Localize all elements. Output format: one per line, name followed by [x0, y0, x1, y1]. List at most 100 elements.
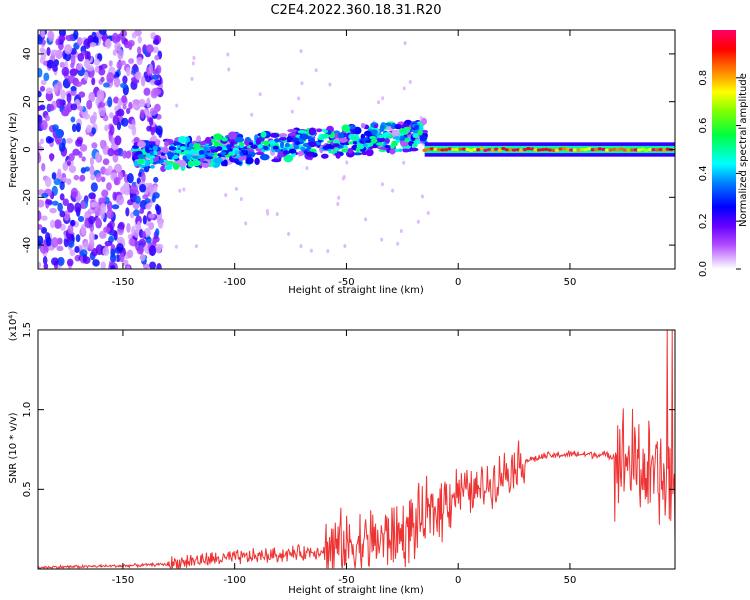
band-core-blob — [398, 132, 405, 137]
x-tick-label: 0 — [455, 575, 461, 586]
band-blob — [248, 142, 254, 146]
band-blob — [384, 144, 391, 149]
noise-blob — [70, 86, 77, 92]
noise-blob — [38, 105, 43, 112]
noise-blob — [83, 38, 91, 49]
band-blob — [302, 133, 307, 141]
band-core-blob — [356, 143, 365, 150]
y-tick-label: -40 — [22, 237, 33, 253]
noise-blob — [38, 235, 44, 246]
noise-blob — [130, 184, 138, 194]
noise-blob — [151, 74, 160, 80]
noise-blob — [74, 245, 80, 254]
faint-speck — [299, 244, 303, 249]
line-core-blob — [640, 147, 646, 151]
noise-blob — [152, 184, 158, 194]
band-core-blob — [263, 145, 269, 151]
noise-blob — [50, 49, 59, 56]
band-blob — [391, 129, 401, 138]
band-core-blob — [365, 139, 372, 143]
snr-y-axis-label: SNR (10 * v/v) — [8, 412, 19, 483]
noise-blob — [69, 249, 76, 257]
band-core-blob — [404, 137, 410, 143]
noise-blob — [80, 167, 86, 174]
noise-blob — [75, 122, 81, 133]
noise-blob — [98, 105, 106, 117]
faint-speck — [402, 160, 406, 165]
noise-blob — [132, 63, 138, 72]
line-core-blob — [433, 147, 438, 151]
band-core-blob — [145, 146, 150, 153]
line-core-blob — [654, 148, 660, 152]
noise-blob — [112, 49, 117, 56]
noise-blob — [111, 204, 120, 210]
band-core-blob — [192, 155, 200, 160]
faint-speck — [178, 188, 182, 193]
faint-speck — [175, 103, 179, 108]
line-core-blob — [572, 148, 578, 152]
line-core-blob — [622, 148, 628, 152]
band-blob — [254, 157, 260, 166]
noise-blob — [82, 256, 91, 264]
line-core-blob — [465, 147, 470, 152]
band-core-blob — [288, 148, 297, 154]
noise-blob — [92, 36, 99, 43]
band-core-blob — [220, 151, 227, 155]
band-blob — [419, 135, 428, 142]
noise-blob — [132, 78, 140, 84]
band-core-blob — [152, 145, 158, 152]
noise-blob — [121, 117, 129, 127]
band-blob — [227, 131, 238, 140]
band-core-blob — [376, 142, 384, 146]
noise-blob — [112, 96, 120, 104]
noise-blob — [133, 229, 139, 238]
noise-blob — [39, 138, 45, 145]
band-core-blob — [179, 146, 187, 151]
colorbar-tick-label: 0.0 — [698, 261, 709, 277]
figure-title: C2E4.2022.360.18.31.R20 — [270, 3, 441, 18]
noise-blob — [142, 194, 149, 200]
faint-speck — [408, 79, 412, 84]
line-core-blob — [436, 148, 442, 152]
noise-blob — [40, 215, 48, 221]
line-core-blob — [544, 147, 549, 151]
noise-blob — [67, 224, 74, 235]
noise-blob — [101, 189, 109, 198]
noise-blob — [38, 67, 43, 78]
faint-speck — [275, 212, 279, 217]
band-core-blob — [230, 141, 235, 147]
snr-frame — [37, 329, 676, 570]
band-blob — [341, 148, 349, 153]
line-core-blob — [601, 147, 606, 152]
noise-blob — [126, 222, 131, 233]
noise-blob — [70, 187, 79, 199]
band-blob — [155, 139, 161, 146]
noise-blob — [54, 219, 62, 229]
noise-blob — [98, 30, 107, 35]
band-blob — [394, 123, 402, 130]
line-core-blob — [583, 148, 588, 152]
line-core-blob — [615, 148, 620, 152]
band-core-blob — [317, 136, 325, 141]
band-blob — [280, 141, 285, 149]
faint-speck — [402, 86, 406, 91]
noise-blob — [58, 34, 66, 43]
band-blob — [271, 158, 282, 163]
band-core-blob — [193, 142, 199, 149]
noise-blob — [98, 102, 106, 108]
line-core-blob — [612, 147, 617, 151]
band-core-blob — [415, 140, 421, 145]
noise-blob — [63, 210, 71, 221]
noise-blob — [136, 220, 141, 231]
noise-blob — [112, 191, 117, 201]
noise-blob — [59, 61, 65, 68]
noise-blob — [116, 60, 123, 70]
line-core-blob — [608, 148, 613, 152]
line-core-blob — [540, 147, 545, 152]
noise-blob — [77, 52, 85, 62]
noise-blob — [66, 202, 75, 213]
x-tick-label: 0 — [455, 277, 461, 288]
faint-speck — [226, 52, 230, 57]
line-core-blob — [590, 148, 595, 152]
band-core-blob — [188, 142, 194, 148]
